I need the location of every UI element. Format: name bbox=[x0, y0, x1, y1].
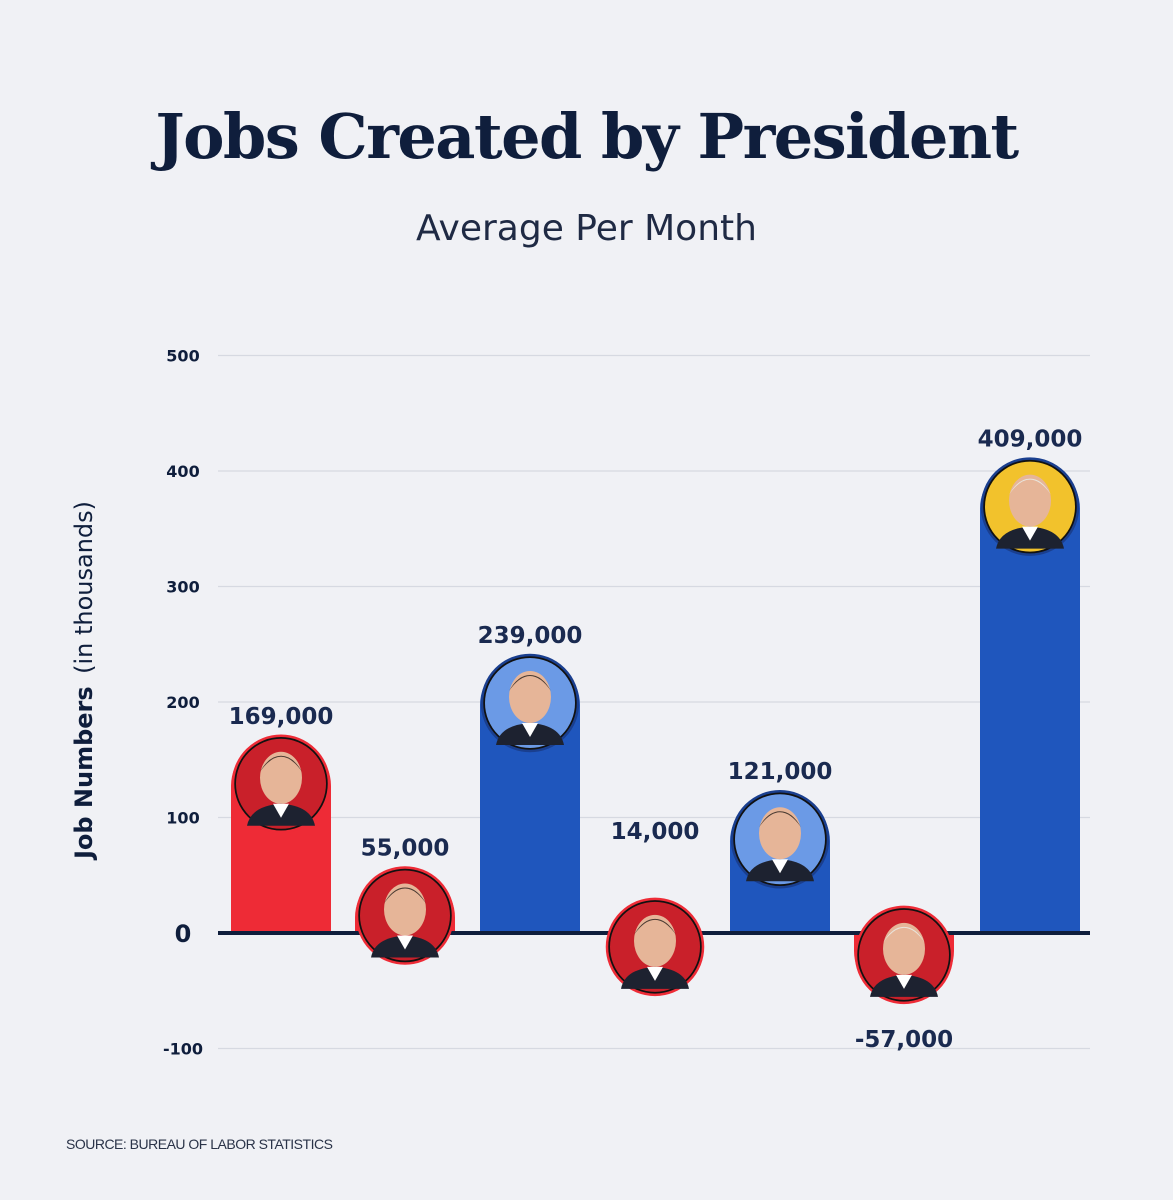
gridlines bbox=[218, 354, 1090, 1050]
value-labels: 169,000 55,000 239,000 14,000 121,000 -57,000… bbox=[229, 427, 1083, 1053]
y-axis-label-suffix: (in thousands) bbox=[70, 501, 98, 674]
y-tick-label: 0 bbox=[175, 920, 192, 948]
president-portrait-icon bbox=[980, 457, 1080, 556]
y-tick-label: 200 bbox=[166, 693, 199, 712]
president-portrait-icon bbox=[231, 734, 331, 834]
source-note: SOURCE: BUREAU OF LABOR STATISTICS bbox=[66, 1136, 333, 1152]
y-tick-label: 400 bbox=[166, 462, 199, 481]
value-label: 169,000 bbox=[229, 704, 334, 730]
president-portrait-icon bbox=[355, 866, 455, 965]
y-tick-label: 100 bbox=[166, 809, 199, 828]
chart-title: Jobs Created by President bbox=[155, 100, 1019, 173]
president-portrait-icon bbox=[605, 897, 705, 997]
y-axis-label-main: Job Numbers bbox=[70, 686, 98, 861]
president-portrait-icon bbox=[730, 789, 830, 889]
y-tick-labels: 500 400 300 200 100 0 -100 bbox=[163, 347, 203, 1059]
value-label: 14,000 bbox=[611, 819, 700, 845]
president-portrait-icon bbox=[854, 905, 954, 1005]
value-label: 55,000 bbox=[361, 835, 450, 861]
y-axis-label: Job Numbers (in thousands) bbox=[70, 501, 98, 861]
president-portrait-icon bbox=[480, 653, 580, 753]
y-tick-label: 300 bbox=[166, 578, 199, 597]
value-label: 239,000 bbox=[478, 623, 583, 649]
portrait-avatars bbox=[231, 457, 1080, 1005]
y-tick-label: -100 bbox=[163, 1040, 203, 1059]
value-label: 409,000 bbox=[978, 427, 1083, 453]
value-label: -57,000 bbox=[855, 1027, 953, 1053]
value-label: 121,000 bbox=[728, 759, 833, 785]
bar bbox=[980, 460, 1080, 933]
chart-subtitle: Average Per Month bbox=[416, 208, 757, 249]
y-tick-label: 500 bbox=[166, 347, 199, 366]
